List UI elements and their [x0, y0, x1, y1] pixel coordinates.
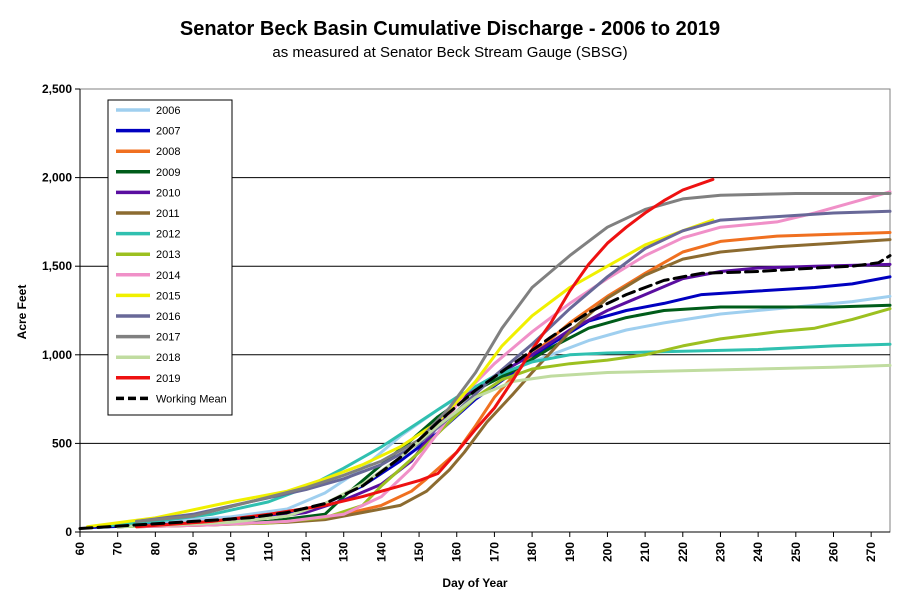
legend-label: 2009: [156, 167, 180, 179]
x-tick-label: 230: [713, 542, 727, 562]
legend-label: 2007: [156, 126, 180, 138]
series-line-2015: [86, 218, 715, 529]
legend-label: 2015: [156, 290, 180, 302]
x-tick-label: 190: [563, 542, 577, 562]
x-tick-label: 220: [676, 542, 690, 562]
x-tick-label: 260: [826, 542, 840, 562]
legend-label: 2017: [156, 332, 180, 344]
legend-label: Working Mean: [156, 393, 227, 405]
y-tick-label: 2,000: [42, 171, 72, 185]
series-line-2018: [116, 363, 892, 529]
legend-label: 2010: [156, 187, 180, 199]
series-line-2017: [135, 192, 892, 523]
series-line-working-mean: [78, 254, 892, 530]
y-tick-label: 2,500: [42, 82, 72, 96]
x-tick-label: 70: [111, 542, 125, 556]
x-tick-label: 140: [374, 542, 388, 562]
x-tick-label: 80: [148, 542, 162, 556]
x-tick-label: 250: [789, 542, 803, 562]
x-tick-label: 160: [450, 542, 464, 562]
y-tick-label: 0: [65, 525, 72, 539]
y-tick-label: 1,500: [42, 259, 72, 273]
x-tick-label: 60: [73, 542, 87, 556]
y-axis-label: Acre Feet: [15, 285, 29, 340]
x-tick-label: 90: [186, 542, 200, 556]
x-tick-label: 210: [638, 542, 652, 562]
x-tick-label: 170: [487, 542, 501, 562]
x-tick-label: 270: [864, 542, 878, 562]
legend-label: 2019: [156, 373, 180, 385]
chart-subtitle: as measured at Senator Beck Stream Gauge…: [272, 44, 628, 61]
legend-label: 2008: [156, 146, 180, 158]
x-tick-label: 100: [224, 542, 238, 562]
x-tick-label: 240: [751, 542, 765, 562]
legend-label: 2018: [156, 352, 180, 364]
chart-title: Senator Beck Basin Cumulative Discharge …: [179, 18, 721, 40]
legend-label: 2006: [156, 105, 180, 117]
y-tick-label: 500: [52, 436, 72, 450]
series-line-2019: [135, 177, 715, 529]
legend-label: 2012: [156, 229, 180, 241]
legend-label: 2014: [156, 270, 180, 282]
x-axis-label: Day of Year: [442, 576, 507, 590]
x-tick-label: 200: [600, 542, 614, 562]
x-tick-label: 120: [299, 542, 313, 562]
series-line-2014: [135, 190, 892, 529]
legend-label: 2013: [156, 249, 180, 261]
x-tick-label: 180: [525, 542, 539, 562]
y-tick-label: 1,000: [42, 348, 72, 362]
legend-label: 2011: [156, 208, 180, 220]
x-tick-label: 150: [412, 542, 426, 562]
legend-label: 2016: [156, 311, 180, 323]
x-tick-label: 110: [261, 542, 275, 562]
series-line-2011: [135, 238, 892, 529]
x-tick-label: 130: [337, 542, 351, 562]
